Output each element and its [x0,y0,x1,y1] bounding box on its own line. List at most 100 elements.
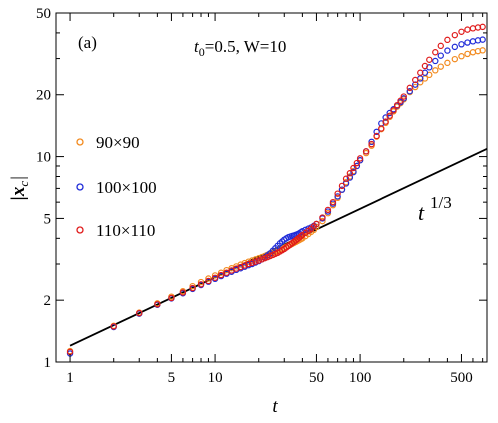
data-point [211,274,219,281]
data-point [432,67,439,74]
y-tick-label: 2 [44,293,52,309]
data-point [329,198,337,206]
parameters-annotation: t0=0.5, W=10 [194,37,286,59]
y-tick-label: 5 [44,211,52,227]
data-point [350,168,357,176]
data-point [197,281,205,288]
data-point [437,52,444,59]
data-point [338,182,346,190]
data-point [373,128,380,136]
legend: 90×90 100×100 110×110 [76,133,157,240]
data-point [397,97,404,104]
data-point [313,220,320,228]
x-tick-label: 50 [309,370,324,386]
data-point [373,132,380,140]
data-point [168,294,175,302]
power-law-annotation: t 1/3 [418,193,452,225]
data-point [469,25,477,32]
data-point [223,269,230,276]
data-point [258,256,266,263]
data-point [334,193,341,200]
data-point [432,57,439,65]
data-point [189,284,196,292]
data-point [356,155,364,162]
data-point [110,323,117,330]
data-point [255,255,262,262]
data-point [302,226,309,234]
data-point [179,289,187,296]
x-tick-label: 100 [349,370,372,386]
x-tick-label: 10 [208,370,223,386]
data-point [458,28,465,35]
data-point [217,271,225,279]
data-point [479,23,486,31]
legend-marker [76,138,84,146]
data-point [205,277,212,285]
data-point [464,26,471,33]
data-point [324,206,332,214]
legend-marker [76,226,84,234]
data-point [432,49,439,56]
data-point [400,93,407,100]
data-point [406,84,413,92]
data-point [368,138,375,146]
data-point [390,107,397,114]
data-point [451,43,459,51]
data-point [319,214,326,221]
data-point [437,63,444,70]
data-point [205,275,212,282]
data-point [451,31,459,39]
data-point [362,148,370,155]
y-tick-label: 10 [36,150,51,166]
data-point [350,164,357,172]
data-point [297,233,304,240]
data-point [421,62,429,70]
data-point [334,190,341,197]
data-point [342,175,350,182]
axes: 1 5 10 50 100 500 1 2 5 10 20 50 [36,6,488,386]
data-point [417,69,424,76]
y-axis-label: |xc| [8,176,31,201]
data-point [393,101,401,109]
data-point [382,118,389,125]
data-point [464,50,471,58]
data-point [154,301,161,308]
data-point [406,88,413,95]
data-point [211,272,219,279]
y-tick-label: 20 [36,88,51,104]
plot-frame [55,12,488,363]
data-point [255,257,262,264]
data-point [353,159,361,167]
data-point [458,41,465,48]
data-point [464,39,471,46]
data-point [248,259,256,267]
data-point [245,260,252,268]
data-point [412,76,419,84]
x-tick-label: 500 [450,370,473,386]
data-point [237,263,244,271]
panel-label: (a) [78,33,97,52]
legend-label: 100×100 [96,178,157,197]
data-point [437,42,444,50]
data-point [451,55,459,63]
data-point [197,278,205,286]
data-point [469,38,477,45]
data-point [444,47,451,54]
data-point [346,170,354,177]
y-tick-label: 50 [36,6,51,22]
data-point [479,36,486,43]
data-point [252,256,259,263]
legend-label: 110×110 [96,221,155,240]
y-tick-label: 1 [44,355,52,371]
data-point [417,79,424,86]
legend-label: 90×90 [96,133,140,152]
data-point [444,36,451,44]
data-point [479,47,486,54]
data-point [386,112,393,119]
data-point [189,282,196,290]
data-point [136,309,143,317]
data-point [458,53,465,60]
data-point [469,49,477,56]
data-layer [66,23,488,357]
